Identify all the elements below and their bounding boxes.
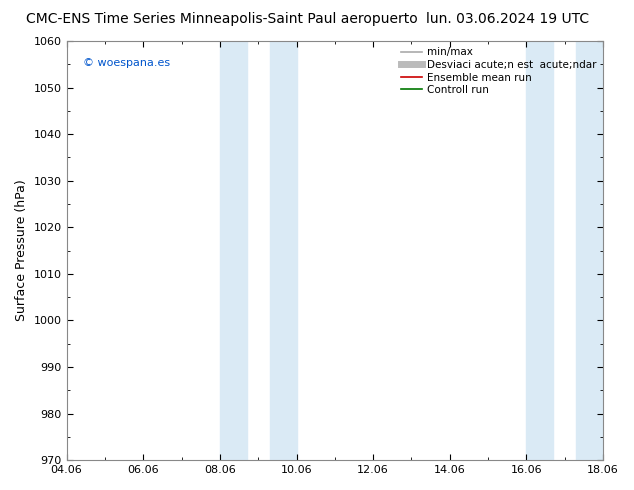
Bar xyxy=(526,41,553,460)
Bar xyxy=(576,41,603,460)
Bar xyxy=(269,41,297,460)
Legend: min/max, Desviaci acute;n est  acute;ndar, Ensemble mean run, Controll run: min/max, Desviaci acute;n est acute;ndar… xyxy=(398,44,600,98)
Text: lun. 03.06.2024 19 UTC: lun. 03.06.2024 19 UTC xyxy=(425,12,589,26)
Text: © woespana.es: © woespana.es xyxy=(82,58,170,68)
Text: CMC-ENS Time Series Minneapolis-Saint Paul aeropuerto: CMC-ENS Time Series Minneapolis-Saint Pa… xyxy=(26,12,418,26)
Bar xyxy=(220,41,247,460)
Y-axis label: Surface Pressure (hPa): Surface Pressure (hPa) xyxy=(15,180,28,321)
